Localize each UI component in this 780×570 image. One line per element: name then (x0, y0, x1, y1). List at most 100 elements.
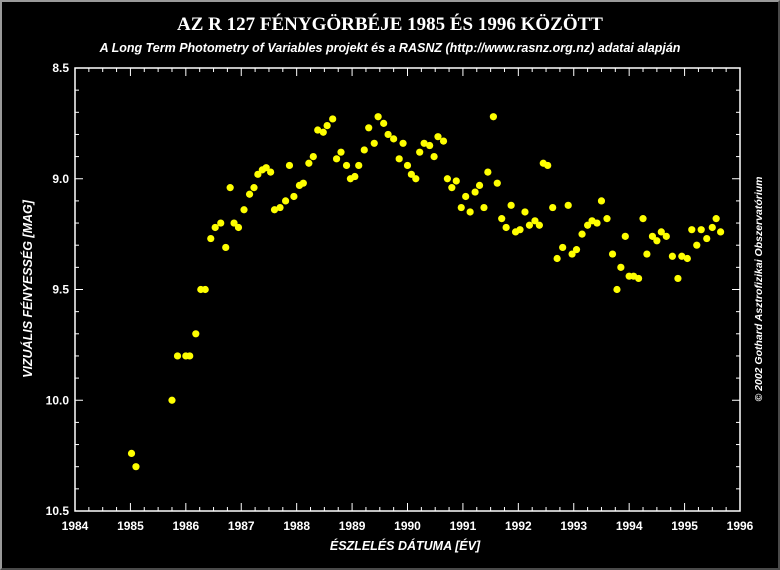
data-point (370, 139, 378, 147)
data-point (285, 161, 294, 170)
y-tick-label: 8.5 (52, 61, 69, 75)
data-point (703, 234, 711, 243)
data-point (662, 232, 670, 240)
data-point (314, 126, 322, 134)
data-point (443, 175, 451, 183)
x-tick-label: 1984 (62, 519, 89, 533)
data-point (403, 161, 412, 170)
data-point (276, 203, 284, 212)
data-point (226, 184, 234, 192)
data-point (648, 232, 657, 240)
data-point (448, 184, 456, 192)
data-point (613, 285, 621, 294)
x-tick-label: 1986 (172, 519, 199, 533)
data-point (390, 135, 398, 143)
data-point (621, 232, 629, 240)
data-point (309, 153, 317, 161)
x-tick-label: 1991 (450, 519, 477, 533)
data-point (678, 252, 686, 260)
data-point (267, 168, 275, 176)
data-point (639, 215, 647, 223)
data-point (127, 449, 136, 458)
copyright-credit: © 2002 Gothard Asztrofizikai Obszervatór… (753, 176, 765, 402)
y-tick-label: 9.5 (52, 283, 69, 297)
data-point (603, 215, 611, 223)
data-point (270, 206, 279, 214)
x-tick-label: 1993 (560, 519, 587, 533)
data-point (553, 254, 561, 263)
data-point (360, 146, 368, 154)
data-point (597, 197, 606, 205)
data-point (693, 241, 701, 249)
x-tick-label: 1996 (727, 519, 754, 533)
data-point (516, 226, 524, 234)
data-point (342, 161, 351, 170)
data-point (475, 181, 484, 189)
data-point (384, 130, 392, 139)
data-point (593, 219, 601, 227)
data-point (457, 203, 465, 212)
data-point (245, 190, 254, 198)
data-point (186, 352, 194, 360)
data-point (657, 228, 665, 236)
x-tick-label: 1992 (505, 519, 532, 533)
data-point (507, 201, 515, 209)
data-point (493, 179, 501, 187)
x-tick-label: 1987 (228, 519, 255, 533)
data-point (564, 201, 572, 209)
data-point (217, 219, 225, 227)
data-point (168, 396, 176, 404)
data-point (434, 133, 442, 141)
ticks: 1984 1985 1986 1987 1988 1989 1990 1991 1992 1993… (46, 61, 754, 533)
data-point (531, 217, 539, 225)
data-point (201, 285, 209, 294)
data-point (355, 161, 363, 170)
x-tick-label: 1995 (671, 519, 698, 533)
data-point (521, 208, 529, 216)
data-point (416, 148, 424, 156)
data-point (173, 352, 182, 360)
data-point (319, 128, 327, 136)
data-point (697, 226, 705, 234)
data-point (559, 243, 567, 252)
data-point (430, 153, 438, 161)
data-point (262, 164, 270, 172)
data-point (617, 263, 625, 271)
data-point (395, 155, 403, 163)
x-tick-label: 1990 (394, 519, 421, 533)
data-point (466, 208, 474, 216)
data-point (584, 221, 592, 229)
data-point (578, 230, 586, 238)
data-point (329, 115, 337, 123)
x-axis-label: ÉSZLELÉS DÁTUMA [ÉV] (329, 539, 481, 553)
data-point (207, 234, 215, 243)
data-point (380, 119, 388, 127)
data-point (480, 203, 488, 212)
data-point (674, 274, 682, 283)
chart-subtitle: A Long Term Photometry of Variables proj… (99, 41, 681, 55)
data-point (254, 170, 262, 178)
data-point (299, 179, 307, 187)
data-point (608, 250, 617, 258)
data-point (250, 184, 258, 192)
axes-box (74, 67, 741, 512)
data-points (127, 113, 725, 471)
x-tick-label: 1989 (339, 519, 366, 533)
data-point (222, 243, 230, 252)
data-point (407, 170, 415, 178)
data-point (668, 252, 676, 260)
data-point (351, 172, 359, 181)
y-tick-label: 10.0 (46, 393, 70, 407)
data-point (420, 139, 428, 147)
data-point (568, 250, 576, 258)
data-point (230, 219, 238, 227)
x-tick-label: 1988 (283, 519, 310, 533)
data-point (653, 237, 661, 245)
data-point (365, 124, 373, 132)
data-point (498, 215, 506, 223)
data-point (192, 330, 200, 338)
data-point (549, 203, 557, 212)
data-point (643, 250, 651, 258)
